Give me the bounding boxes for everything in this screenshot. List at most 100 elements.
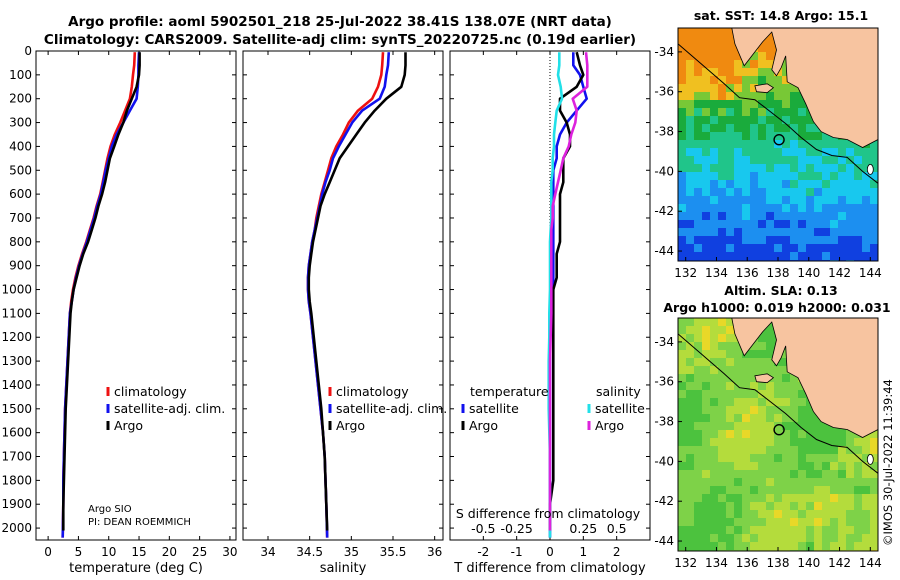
map-cell bbox=[838, 196, 847, 205]
map-cell bbox=[702, 374, 711, 383]
map-cell bbox=[678, 414, 687, 423]
map-cell bbox=[750, 124, 759, 133]
map-cell bbox=[726, 52, 735, 61]
series-line-s-satellite bbox=[547, 52, 564, 538]
map-cell bbox=[686, 382, 695, 391]
map-cell bbox=[822, 494, 831, 503]
map-cell bbox=[734, 156, 743, 165]
map-cell bbox=[702, 244, 711, 253]
map-cell bbox=[758, 382, 767, 391]
map-cell bbox=[790, 148, 799, 157]
map-cell bbox=[718, 220, 727, 229]
map-cell bbox=[726, 534, 735, 543]
map-cell bbox=[678, 68, 687, 77]
map-cell bbox=[710, 438, 719, 447]
map-cell bbox=[702, 100, 711, 109]
island-polygon bbox=[754, 373, 775, 384]
map-cell bbox=[774, 188, 783, 197]
x-tick-label: -1 bbox=[511, 545, 523, 559]
map-cell bbox=[790, 236, 799, 245]
map-cell bbox=[830, 478, 839, 487]
map-cell bbox=[694, 326, 703, 335]
map-cell bbox=[774, 382, 783, 391]
map-cell bbox=[750, 212, 759, 221]
pi-text: PI: DEAN ROEMMICH bbox=[88, 517, 191, 528]
map-cell bbox=[726, 518, 735, 527]
map-cell bbox=[774, 398, 783, 407]
map-cell bbox=[814, 180, 823, 189]
map-cell bbox=[758, 92, 767, 101]
map-cell bbox=[718, 132, 727, 141]
map-cell bbox=[830, 454, 839, 463]
map-cell bbox=[766, 60, 775, 69]
map-cell bbox=[830, 172, 839, 181]
map-cell bbox=[798, 164, 807, 173]
map-cell bbox=[830, 502, 839, 511]
map-cell bbox=[750, 76, 759, 85]
map-cell bbox=[710, 422, 719, 431]
map-cell bbox=[814, 236, 823, 245]
map-cell bbox=[814, 422, 823, 431]
map-cell bbox=[726, 204, 735, 213]
map-cell bbox=[742, 100, 751, 109]
map-cell bbox=[686, 430, 695, 439]
map-cell bbox=[838, 454, 847, 463]
map-cell bbox=[782, 454, 791, 463]
map-cell bbox=[678, 156, 687, 165]
map-cell bbox=[718, 156, 727, 165]
map-cell bbox=[814, 132, 823, 141]
map-cell bbox=[750, 478, 759, 487]
map-cell bbox=[718, 148, 727, 157]
map-cell bbox=[710, 156, 719, 165]
map-cell bbox=[798, 188, 807, 197]
map-cell bbox=[734, 164, 743, 173]
map-cell bbox=[702, 76, 711, 85]
map-cell bbox=[870, 534, 878, 543]
map-cell bbox=[758, 172, 767, 181]
map-cell bbox=[870, 494, 878, 503]
map-cell bbox=[822, 470, 831, 479]
map-cell bbox=[822, 534, 831, 543]
map-cell bbox=[782, 374, 791, 383]
map-cell bbox=[710, 52, 719, 61]
map-cell bbox=[870, 148, 878, 157]
map-cell bbox=[694, 100, 703, 109]
map-cell bbox=[734, 422, 743, 431]
map-cell bbox=[790, 422, 799, 431]
map-cell bbox=[686, 132, 695, 141]
map-cell bbox=[710, 108, 719, 117]
map-cell bbox=[790, 454, 799, 463]
map-cell bbox=[870, 462, 878, 471]
map-cell bbox=[798, 220, 807, 229]
map-cell bbox=[790, 526, 799, 535]
map-cell bbox=[766, 196, 775, 205]
map-cell bbox=[718, 406, 727, 415]
map-cell bbox=[678, 350, 687, 359]
map-cell bbox=[694, 36, 703, 45]
map-cell bbox=[782, 196, 791, 205]
map-cell bbox=[774, 494, 783, 503]
legend-label: climatology bbox=[114, 384, 187, 399]
map-cell bbox=[862, 204, 871, 213]
map-cell bbox=[846, 220, 855, 229]
map-cell bbox=[726, 430, 735, 439]
map-cell bbox=[790, 382, 799, 391]
map-cell bbox=[694, 220, 703, 229]
map-cell bbox=[726, 252, 735, 261]
map-cell bbox=[782, 156, 791, 165]
map-cell bbox=[822, 228, 831, 237]
map-cell bbox=[814, 196, 823, 205]
map-cell bbox=[758, 334, 767, 343]
map-cell bbox=[814, 156, 823, 165]
map-cell bbox=[838, 148, 847, 157]
map-cell bbox=[782, 100, 791, 109]
map-cell bbox=[718, 100, 727, 109]
map-cell bbox=[686, 76, 695, 85]
map-cell bbox=[702, 28, 711, 37]
map-cell bbox=[726, 422, 735, 431]
map-cell bbox=[798, 390, 807, 399]
map-cell bbox=[790, 92, 799, 101]
map-cell bbox=[734, 358, 743, 367]
map-cell bbox=[686, 318, 695, 327]
x-tick-label: 1 bbox=[580, 545, 588, 559]
